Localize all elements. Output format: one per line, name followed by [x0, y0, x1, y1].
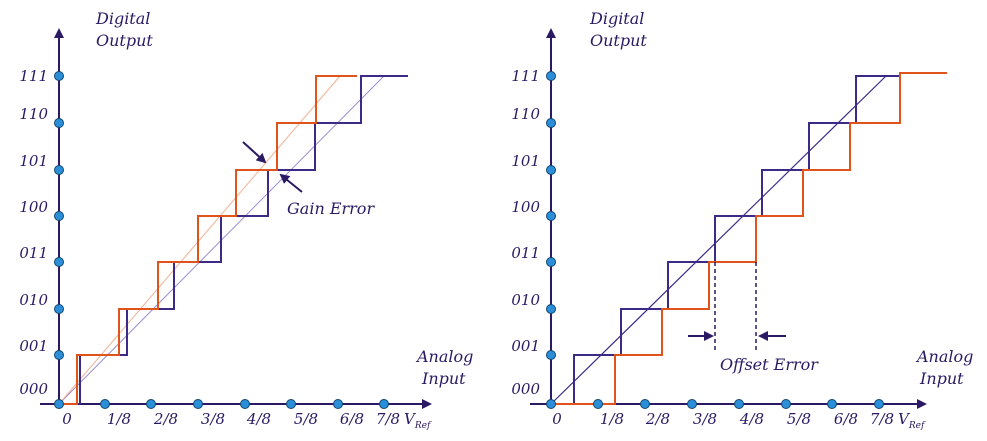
x-tick-label: 6/8 — [834, 410, 858, 428]
y-dot — [546, 165, 556, 175]
x-tick-label: 4/8 — [739, 410, 764, 428]
x-tick-label: 2/8 — [153, 410, 178, 428]
y-axis-title-line1: Digital — [95, 9, 150, 28]
x-tick-label: 3/8 — [693, 410, 717, 428]
y-code-label: 001 — [19, 337, 48, 355]
x-dot — [379, 399, 389, 409]
y-code-label: 011 — [19, 244, 48, 262]
y-code-label: 101 — [19, 152, 48, 170]
x-tick-label: 0 — [62, 410, 72, 428]
y-dot — [546, 71, 556, 81]
x-dot — [827, 399, 837, 409]
y-dot — [546, 350, 556, 360]
x-tick-label: 7/8 — [376, 410, 400, 428]
y-dot — [54, 399, 64, 409]
y-code-label: 010 — [19, 291, 48, 309]
x-axis-title-line1: Analog — [415, 347, 473, 366]
x-tick-label: 3/8 — [201, 410, 225, 428]
x-dot — [240, 399, 250, 409]
y-dot — [54, 304, 64, 314]
x-dot — [146, 399, 156, 409]
y-code-label: 101 — [511, 152, 540, 170]
y-code-label: 110 — [19, 105, 48, 123]
offset-error-label: Offset Error — [720, 355, 819, 374]
x-axis-title-line1: Analog — [915, 347, 973, 366]
y-dot — [546, 399, 556, 409]
y-code-label: 001 — [511, 337, 540, 355]
ideal-transfer-line — [550, 75, 887, 405]
offset-error-staircase — [551, 72, 947, 405]
x-dot — [193, 399, 203, 409]
y-dot — [54, 71, 64, 81]
y-code-label: 010 — [511, 291, 540, 309]
y-dot — [54, 165, 64, 175]
y-code-label: 111 — [511, 67, 540, 85]
x-tick-label: 4/8 — [246, 410, 271, 428]
y-code-label: 111 — [19, 67, 48, 85]
x-tick-label: 5/8 — [787, 410, 811, 428]
ideal-staircase — [551, 75, 900, 405]
x-unit-label: VRef — [404, 410, 432, 431]
offset-error-panel: Digital Output Analog Input 000 001 010 … — [511, 9, 973, 431]
y-dot — [54, 350, 64, 360]
y-code-label: 110 — [511, 105, 540, 123]
x-dot — [687, 399, 697, 409]
y-code-label: 011 — [511, 244, 540, 262]
x-dot — [100, 399, 110, 409]
x-tick-label: 5/8 — [294, 410, 318, 428]
x-dot — [874, 399, 884, 409]
gain-transfer-line — [58, 75, 341, 405]
y-dot — [54, 118, 64, 128]
x-dot — [333, 399, 343, 409]
y-code-label: 100 — [511, 198, 540, 216]
gain-error-panel: Digital Output Analog Input 000 001 010 … — [19, 9, 473, 431]
x-unit-label: VRef — [898, 410, 926, 431]
y-dot — [546, 211, 556, 221]
x-tick-label: 2/8 — [645, 410, 670, 428]
x-dot — [734, 399, 744, 409]
y-dot — [546, 257, 556, 267]
y-axis-title-line1: Digital — [589, 9, 644, 28]
x-axis-title-line2: Input — [919, 369, 964, 388]
y-axis-title-line2: Output — [96, 31, 153, 50]
y-dot — [546, 118, 556, 128]
y-dot — [54, 257, 64, 267]
x-tick-label: 6/8 — [340, 410, 364, 428]
x-tick-label: 1/8 — [600, 410, 624, 428]
x-tick-label: 1/8 — [107, 410, 131, 428]
gain-error-arrow-lower — [279, 173, 303, 193]
y-code-label: 000 — [511, 380, 540, 398]
x-tick-label: 7/8 — [870, 410, 894, 428]
x-tick-label: 0 — [552, 410, 562, 428]
x-dot — [286, 399, 296, 409]
x-axis-title-line2: Input — [421, 369, 466, 388]
y-code-label: 100 — [19, 198, 48, 216]
y-dot — [546, 304, 556, 314]
y-axis-title-line2: Output — [590, 31, 647, 50]
y-code-label: 000 — [19, 380, 48, 398]
x-dot — [593, 399, 603, 409]
gain-error-label: Gain Error — [287, 199, 375, 218]
gain-error-staircase — [59, 75, 357, 405]
y-dot — [54, 211, 64, 221]
gain-error-arrow-upper — [242, 141, 267, 164]
x-dot — [640, 399, 650, 409]
x-dot — [781, 399, 791, 409]
